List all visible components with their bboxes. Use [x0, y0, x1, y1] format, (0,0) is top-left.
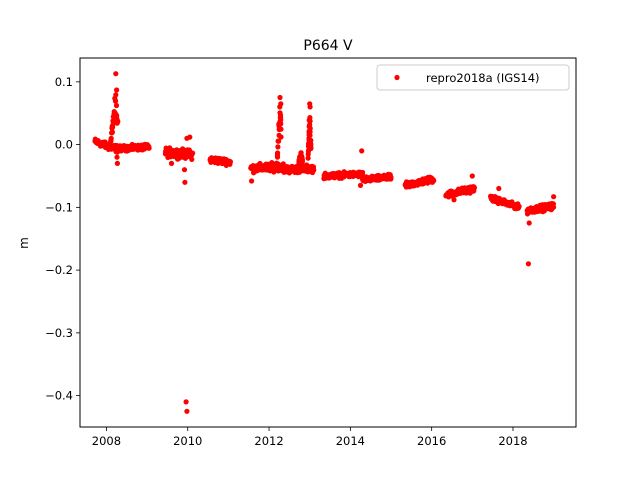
- data-point: [305, 155, 311, 161]
- data-point: [113, 71, 119, 77]
- y-tick-label: −0.4: [45, 389, 73, 403]
- x-axis: 2008 2010 2012 2014 2016 2018: [92, 427, 528, 448]
- legend-marker: [394, 74, 400, 81]
- y-axis: 0.1 0.0 −0.1 −0.2 −0.3 −0.4: [45, 75, 80, 403]
- data-point: [114, 87, 120, 93]
- data-point: [278, 101, 284, 107]
- x-tick-label: 2012: [254, 434, 283, 448]
- data-point: [274, 160, 280, 166]
- data-point: [182, 179, 188, 185]
- chart-title: P664 V: [303, 38, 353, 54]
- y-tick-label: −0.2: [45, 263, 73, 277]
- y-tick-label: 0.1: [55, 75, 73, 89]
- y-tick-label: −0.3: [45, 326, 73, 340]
- data-point: [357, 182, 364, 188]
- data-point: [295, 163, 301, 169]
- data-point: [469, 173, 475, 179]
- data-point: [181, 167, 188, 173]
- x-tick-label: 2018: [498, 434, 527, 448]
- data-point: [471, 185, 477, 191]
- data-point: [516, 203, 522, 209]
- data-point: [311, 167, 317, 173]
- data-point: [146, 145, 152, 151]
- data-points: [92, 71, 557, 414]
- data-point: [551, 204, 557, 210]
- data-point: [277, 94, 283, 101]
- data-point: [277, 110, 283, 116]
- data-point: [307, 104, 313, 110]
- x-tick-label: 2016: [417, 434, 446, 448]
- data-point: [111, 109, 117, 115]
- data-point: [114, 160, 120, 166]
- data-point: [451, 197, 457, 203]
- data-point: [431, 178, 437, 184]
- plot-frame: [79, 57, 577, 428]
- data-point: [114, 119, 121, 125]
- data-point: [110, 122, 116, 128]
- data-point: [183, 399, 189, 405]
- data-point: [168, 160, 175, 166]
- data-point: [108, 135, 114, 141]
- data-point: [274, 154, 281, 160]
- data-point: [276, 132, 282, 138]
- data-point: [275, 138, 281, 144]
- data-point: [359, 148, 365, 154]
- data-point: [298, 150, 304, 156]
- x-tick-label: 2010: [173, 434, 202, 448]
- data-point: [113, 102, 120, 109]
- data-point: [184, 408, 190, 414]
- y-tick-label: 0.0: [55, 138, 73, 152]
- data-point: [276, 126, 282, 133]
- legend: repro2018a (IGS14): [376, 64, 570, 91]
- data-point: [278, 121, 284, 127]
- data-point: [275, 144, 281, 150]
- data-point: [305, 148, 311, 155]
- y-tick-label: −0.1: [45, 200, 73, 214]
- data-point: [306, 132, 312, 138]
- data-point: [296, 158, 302, 164]
- x-tick-label: 2008: [92, 434, 121, 448]
- data-point: [360, 169, 366, 176]
- data-point: [189, 156, 195, 162]
- data-point: [187, 134, 193, 140]
- data-point: [190, 150, 196, 156]
- data-point: [307, 121, 313, 128]
- data-point: [227, 159, 233, 165]
- data-point: [114, 154, 120, 160]
- data-point: [526, 220, 532, 226]
- data-point: [388, 174, 394, 180]
- data-point: [113, 92, 119, 98]
- data-point: [112, 98, 119, 104]
- legend-label: repro2018a (IGS14): [426, 71, 540, 85]
- data-point: [308, 142, 314, 148]
- data-point: [496, 185, 502, 192]
- legend-box: [376, 64, 570, 91]
- data-point: [114, 112, 120, 118]
- data-point: [109, 129, 115, 135]
- data-point: [525, 261, 532, 267]
- data-point: [249, 178, 255, 184]
- data-point: [274, 150, 281, 157]
- data-point: [551, 194, 557, 200]
- data-point: [306, 117, 313, 123]
- data-point: [110, 118, 116, 124]
- x-tick-label: 2014: [336, 434, 365, 448]
- y-axis-label: m: [17, 237, 31, 249]
